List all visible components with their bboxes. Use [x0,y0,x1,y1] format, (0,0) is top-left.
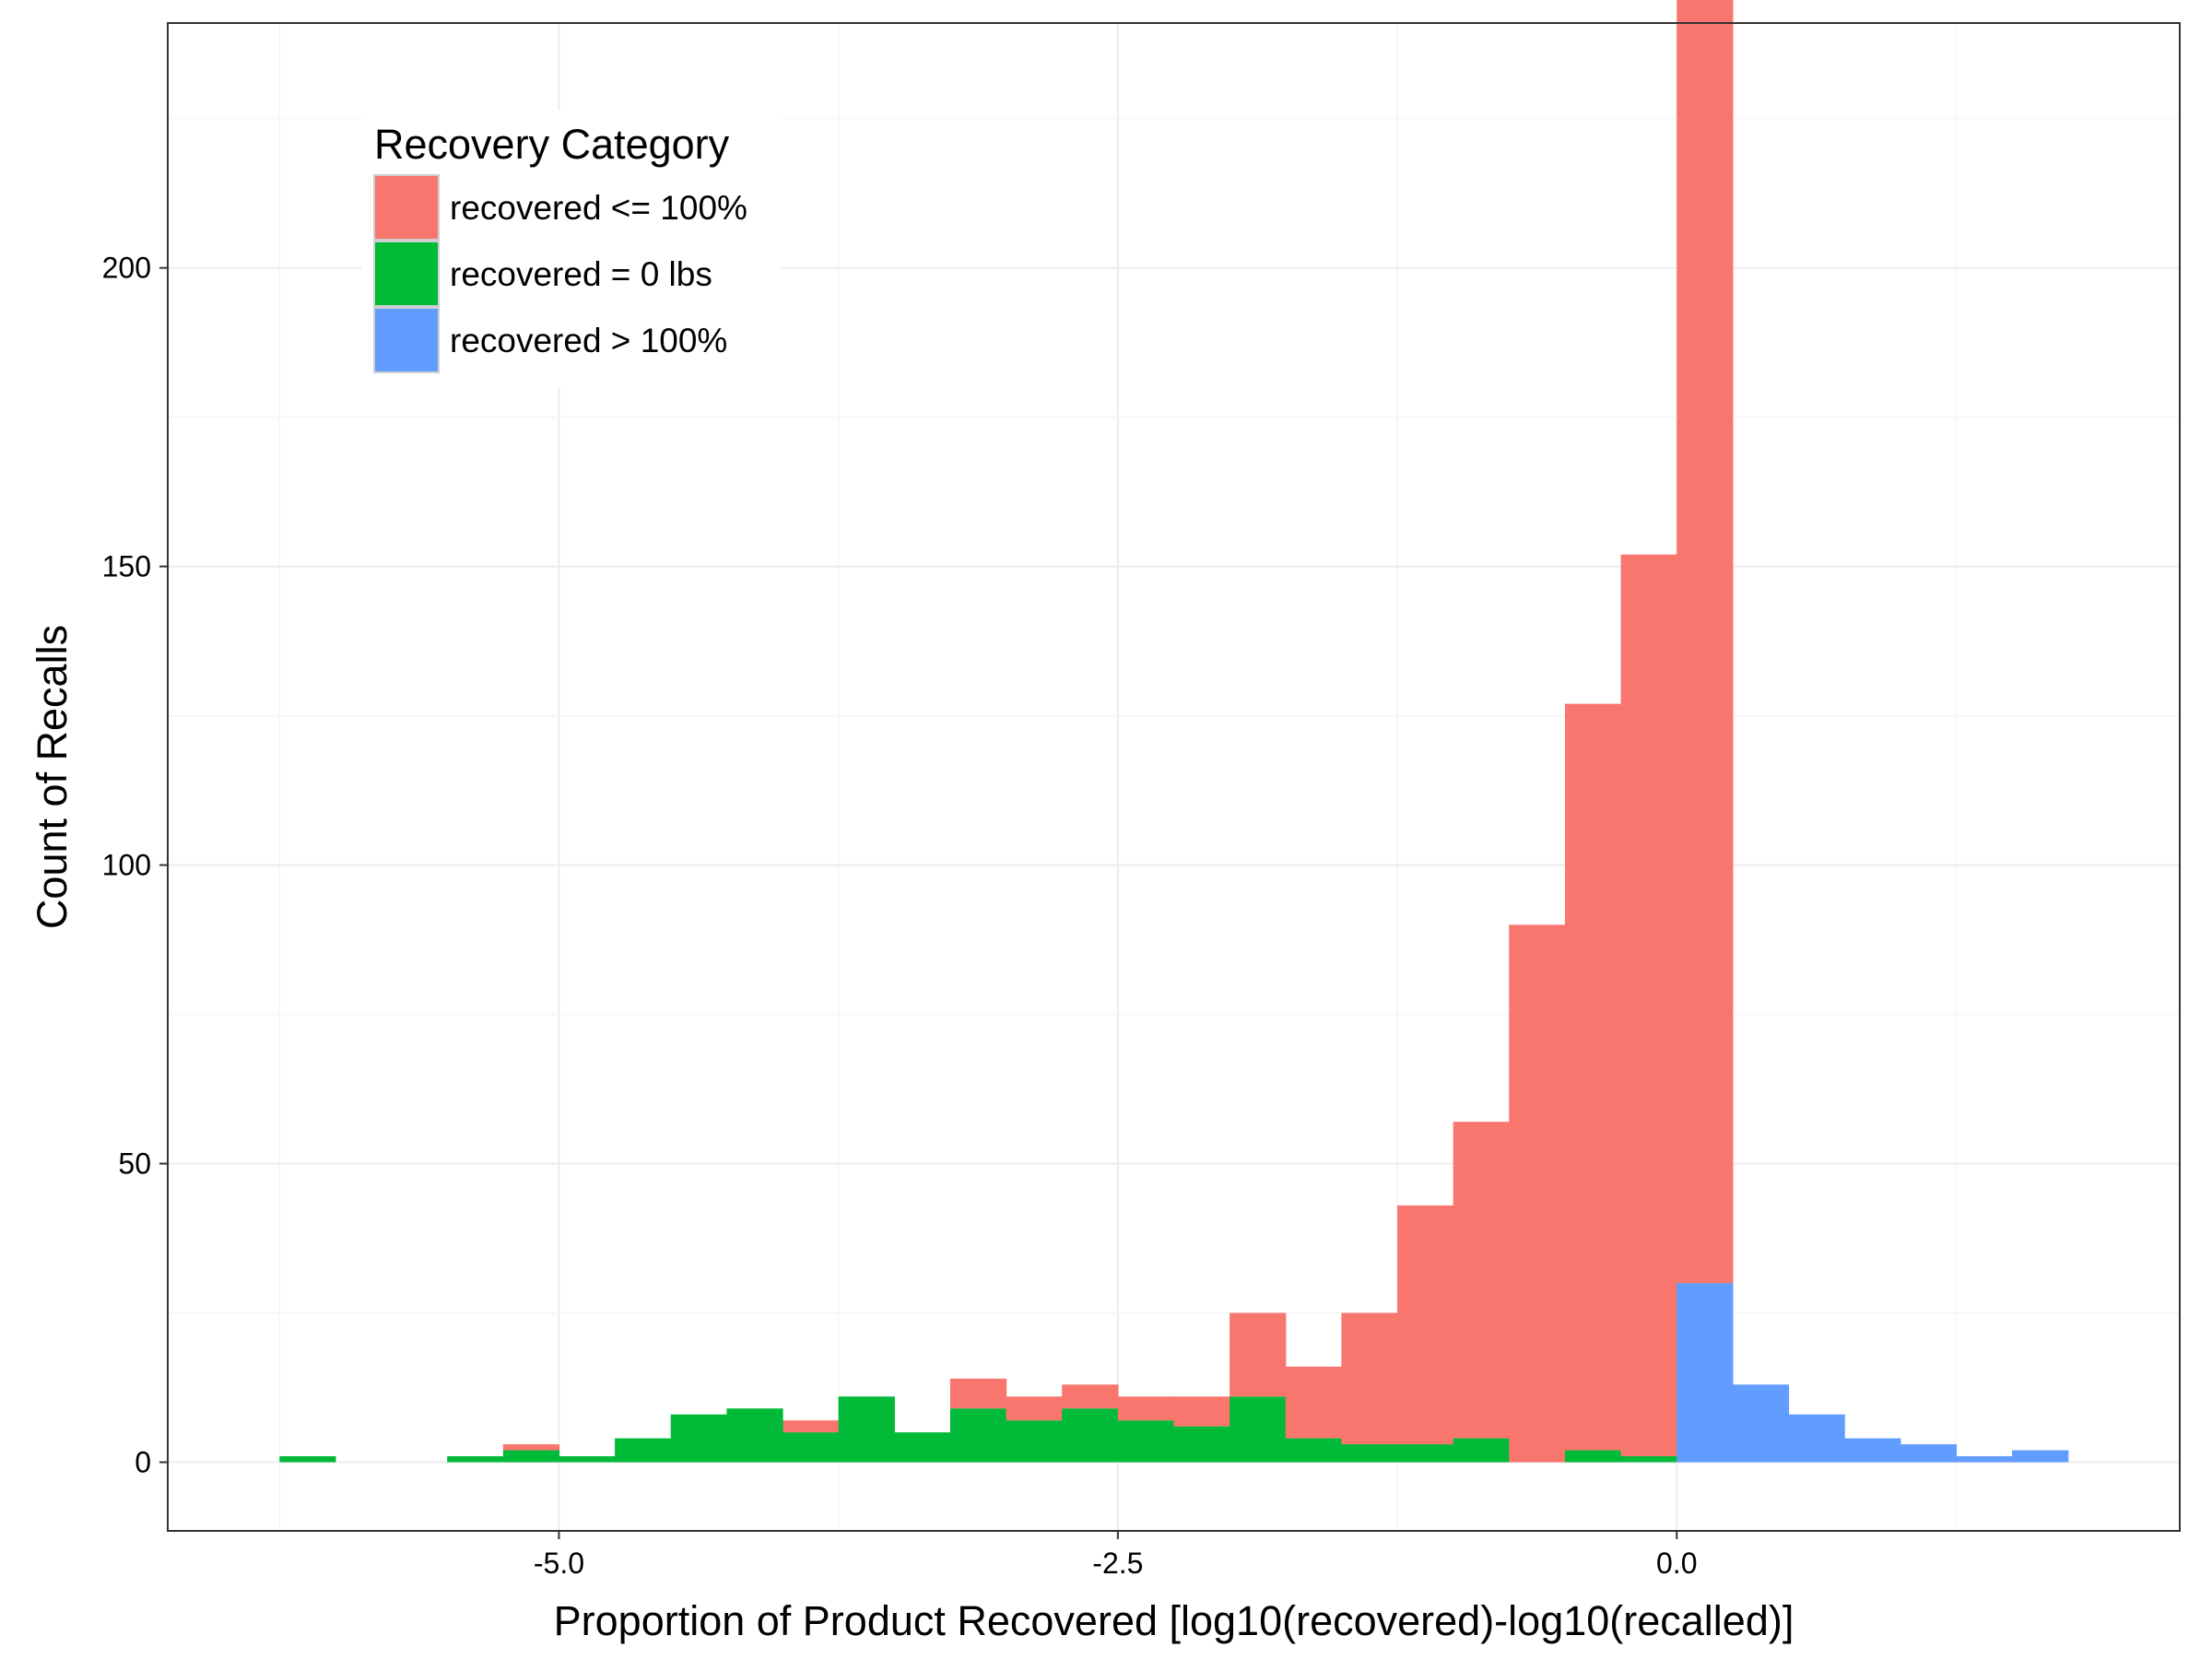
bar-recovered-0-lbs [1285,1438,1343,1463]
bar-recovered-0-lbs [1397,1444,1454,1463]
bar-recovered-0-lbs [1062,1408,1119,1463]
bar-recovered-100 [1062,1384,1119,1409]
panel-border [167,22,2181,1532]
bar-recovered-0-lbs [782,1432,840,1463]
legend-label-recovered-0-lbs: recovered = 0 lbs [450,255,712,293]
bar-recovered-0-lbs [1453,1438,1510,1463]
bar-recovered-100 [1900,1444,1958,1463]
bar-recovered-0-lbs [726,1408,783,1463]
bar-recovered-100 [1677,0,1734,1284]
bar-recovered-0-lbs [1173,1426,1230,1463]
bar-recovered-100 [949,1378,1007,1409]
bar-recovered-100 [1620,554,1677,1457]
bar-recovered-100 [502,1444,560,1451]
legend-items: recovered <= 100% recovered = 0 lbs recove… [373,174,747,373]
bar-recovered-0-lbs [1620,1456,1677,1463]
bar-recovered-100 [1564,703,1622,1451]
bar-recovered-100 [1844,1438,1901,1463]
bar-recovered-100 [1230,1312,1287,1397]
legend: Recovery Category recovered <= 100%recov… [361,111,781,387]
x-tick-label: -2.5 [1092,1547,1143,1580]
bar-recovered-100 [2012,1450,2069,1463]
legend-key-recovered-100 [373,307,440,373]
ticks-layer: -5.0 -2.5 0.0 0 50 100 150 200 [102,252,1698,1580]
bar-recovered-100 [1956,1456,2013,1463]
bar-recovered-0-lbs [1341,1444,1398,1463]
y-tick-label: 50 [118,1147,151,1181]
bar-recovered-100 [1453,1122,1510,1439]
bar-recovered-0-lbs [838,1396,895,1463]
bar-recovered-0-lbs [1564,1450,1622,1463]
y-tick-label: 100 [102,849,151,882]
bar-recovered-0-lbs [1230,1396,1287,1463]
legend-label-recovered-100: recovered > 100% [450,322,727,359]
legend-title: Recovery Category [374,121,730,168]
bar-recovered-100 [1117,1396,1175,1421]
legend-key-recovered-100 [373,174,440,241]
bar-recovered-0-lbs [502,1450,560,1463]
bar-recovered-100 [1509,924,1566,1463]
legend-key-recovered-0-lbs [373,241,440,307]
bar-recovered-0-lbs [559,1456,616,1463]
x-tick-label: -5.0 [534,1547,584,1580]
y-axis-title: Count of Recalls [29,625,76,929]
bar-recovered-0-lbs [615,1438,672,1463]
bar-recovered-100 [1677,1283,1734,1463]
legend-label-recovered-100: recovered <= 100% [450,189,747,227]
bar-recovered-100 [782,1420,840,1433]
bar-recovered-0-lbs [1006,1420,1063,1463]
bar-recovered-100 [1173,1396,1230,1427]
bar-recovered-0-lbs [670,1414,727,1463]
y-tick-label: 150 [102,550,151,583]
x-axis-title: Proportion of Product Recovered [log10(r… [554,1597,1794,1644]
bar-recovered-0-lbs [894,1432,951,1463]
bar-recovered-100 [1788,1414,1845,1463]
bar-recovered-0-lbs [279,1456,336,1463]
x-tick-label: 0.0 [1656,1547,1697,1580]
bar-recovered-0-lbs [447,1456,504,1463]
y-tick-label: 0 [135,1445,151,1478]
bars-layer [279,0,2069,1463]
bar-recovered-100 [1397,1205,1454,1445]
y-tick-label: 200 [102,252,151,285]
bar-recovered-100 [1732,1384,1790,1463]
bar-recovered-0-lbs [949,1408,1007,1463]
bar-recovered-100 [1285,1366,1343,1439]
bar-recovered-0-lbs [1117,1420,1175,1463]
bar-recovered-100 [1006,1396,1063,1421]
bar-recovered-100 [1341,1312,1398,1445]
